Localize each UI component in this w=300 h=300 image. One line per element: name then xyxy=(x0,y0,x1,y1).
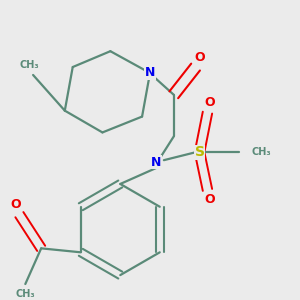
Text: S: S xyxy=(194,145,205,159)
Text: O: O xyxy=(194,51,205,64)
Text: O: O xyxy=(204,193,215,206)
Text: N: N xyxy=(151,156,161,169)
Text: CH₃: CH₃ xyxy=(16,289,35,299)
Text: CH₃: CH₃ xyxy=(19,60,39,70)
Text: CH₃: CH₃ xyxy=(251,147,271,157)
Text: N: N xyxy=(145,67,155,80)
Text: O: O xyxy=(204,96,215,109)
Text: O: O xyxy=(10,198,21,211)
